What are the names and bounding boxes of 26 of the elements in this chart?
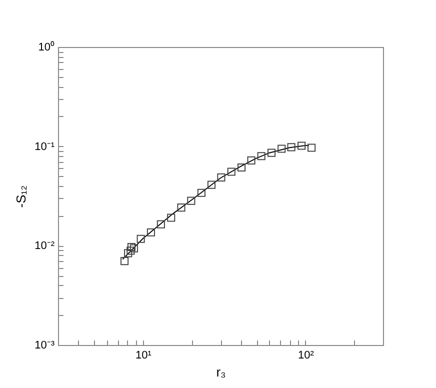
point [167,214,176,222]
x-tick-label: 10¹ [136,350,152,362]
y-tick-label: 10⁻³ [34,340,55,352]
point [156,220,165,228]
point [217,173,226,182]
point [257,152,266,160]
point [247,156,256,164]
point [298,142,306,150]
point [308,144,316,152]
point [197,188,206,197]
point [177,204,186,212]
y-tick-label: 10⁰ [38,40,54,54]
point [207,180,216,189]
x-tick-label: 10² [298,350,314,362]
y-axis-title: -S₁₂ [14,185,29,208]
point [146,228,155,236]
point [187,196,196,205]
point [237,163,246,172]
point [287,143,296,152]
y-tick-label: 10⁻² [34,240,55,252]
y-tick-label: 10⁻¹ [34,140,55,153]
point [267,148,276,157]
point [278,144,286,153]
x-axis-title: r₃ [216,364,226,380]
point [227,168,236,176]
point [136,234,145,243]
